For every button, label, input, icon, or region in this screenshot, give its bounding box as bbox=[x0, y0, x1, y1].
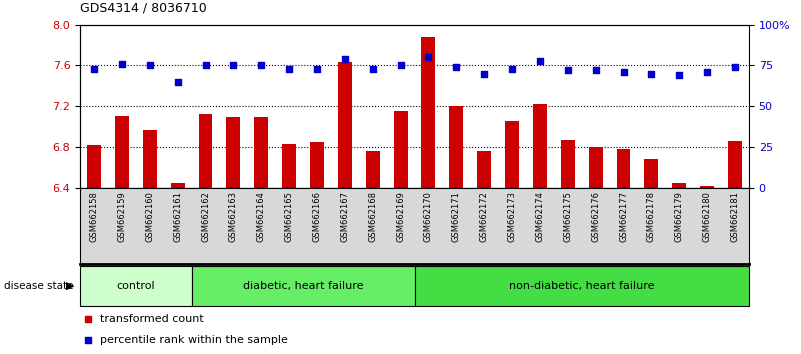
Bar bbox=[191, 266, 415, 306]
Bar bbox=[310, 142, 324, 188]
Point bbox=[533, 58, 546, 63]
Bar bbox=[80, 266, 191, 306]
Text: GSM662164: GSM662164 bbox=[257, 192, 266, 242]
Bar bbox=[505, 121, 519, 188]
Bar bbox=[199, 114, 212, 188]
Point bbox=[590, 68, 602, 73]
Point bbox=[199, 63, 212, 68]
Point bbox=[562, 68, 574, 73]
Point bbox=[673, 73, 686, 78]
Bar bbox=[366, 151, 380, 188]
Bar bbox=[282, 144, 296, 188]
Text: disease state: disease state bbox=[4, 281, 74, 291]
Text: GSM662178: GSM662178 bbox=[647, 192, 656, 242]
Text: GSM662167: GSM662167 bbox=[340, 192, 349, 242]
Text: GSM662174: GSM662174 bbox=[535, 192, 545, 242]
Point bbox=[450, 64, 463, 70]
Point bbox=[255, 63, 268, 68]
Text: GSM662161: GSM662161 bbox=[173, 192, 182, 242]
Bar bbox=[617, 149, 630, 188]
Point bbox=[143, 63, 156, 68]
Point bbox=[82, 316, 95, 321]
Bar bbox=[421, 37, 436, 188]
Point bbox=[701, 69, 714, 75]
Point bbox=[645, 71, 658, 76]
Text: ▶: ▶ bbox=[66, 281, 74, 291]
Text: GSM662158: GSM662158 bbox=[90, 192, 99, 242]
Text: GSM662160: GSM662160 bbox=[145, 192, 155, 242]
Bar bbox=[338, 62, 352, 188]
Point bbox=[171, 79, 184, 85]
Text: GSM662163: GSM662163 bbox=[229, 192, 238, 242]
Point bbox=[394, 63, 407, 68]
Text: GSM662177: GSM662177 bbox=[619, 192, 628, 242]
Point bbox=[339, 56, 352, 62]
Text: GSM662166: GSM662166 bbox=[312, 192, 321, 242]
Point bbox=[283, 66, 296, 72]
Text: control: control bbox=[116, 281, 155, 291]
Text: non-diabetic, heart failure: non-diabetic, heart failure bbox=[509, 281, 654, 291]
Bar bbox=[561, 140, 575, 188]
Bar bbox=[143, 130, 157, 188]
Bar bbox=[700, 185, 714, 188]
Text: GSM662165: GSM662165 bbox=[284, 192, 294, 242]
Bar bbox=[672, 183, 686, 188]
Text: diabetic, heart failure: diabetic, heart failure bbox=[243, 281, 364, 291]
Text: percentile rank within the sample: percentile rank within the sample bbox=[100, 335, 288, 345]
Point bbox=[87, 66, 100, 72]
Text: GSM662169: GSM662169 bbox=[396, 192, 405, 242]
Text: GDS4314 / 8036710: GDS4314 / 8036710 bbox=[80, 1, 207, 14]
Text: GSM662175: GSM662175 bbox=[563, 192, 572, 242]
Bar bbox=[449, 106, 463, 188]
Bar bbox=[87, 145, 101, 188]
Point bbox=[505, 66, 518, 72]
Text: GSM662176: GSM662176 bbox=[591, 192, 600, 242]
Bar bbox=[227, 118, 240, 188]
Bar bbox=[645, 159, 658, 188]
Text: GSM662173: GSM662173 bbox=[508, 192, 517, 242]
Bar bbox=[171, 183, 184, 188]
Point bbox=[422, 55, 435, 60]
Point bbox=[617, 69, 630, 75]
Bar bbox=[589, 147, 602, 188]
Bar bbox=[115, 116, 129, 188]
Bar bbox=[728, 141, 742, 188]
Point bbox=[366, 66, 379, 72]
Text: transformed count: transformed count bbox=[100, 314, 204, 324]
Text: GSM662181: GSM662181 bbox=[731, 192, 739, 242]
Text: GSM662159: GSM662159 bbox=[118, 192, 127, 242]
Point bbox=[82, 337, 95, 343]
Bar bbox=[254, 118, 268, 188]
Point bbox=[477, 71, 490, 76]
Text: GSM662162: GSM662162 bbox=[201, 192, 210, 242]
Bar bbox=[477, 151, 491, 188]
Text: GSM662179: GSM662179 bbox=[674, 192, 684, 242]
Point bbox=[311, 66, 324, 72]
Text: GSM662180: GSM662180 bbox=[702, 192, 711, 242]
Text: GSM662170: GSM662170 bbox=[424, 192, 433, 242]
Text: GSM662172: GSM662172 bbox=[480, 192, 489, 242]
Point bbox=[729, 64, 742, 70]
Bar bbox=[393, 111, 408, 188]
Bar bbox=[415, 266, 749, 306]
Text: GSM662168: GSM662168 bbox=[368, 192, 377, 242]
Point bbox=[115, 61, 128, 67]
Bar bbox=[533, 104, 547, 188]
Point bbox=[227, 63, 239, 68]
Text: GSM662171: GSM662171 bbox=[452, 192, 461, 242]
